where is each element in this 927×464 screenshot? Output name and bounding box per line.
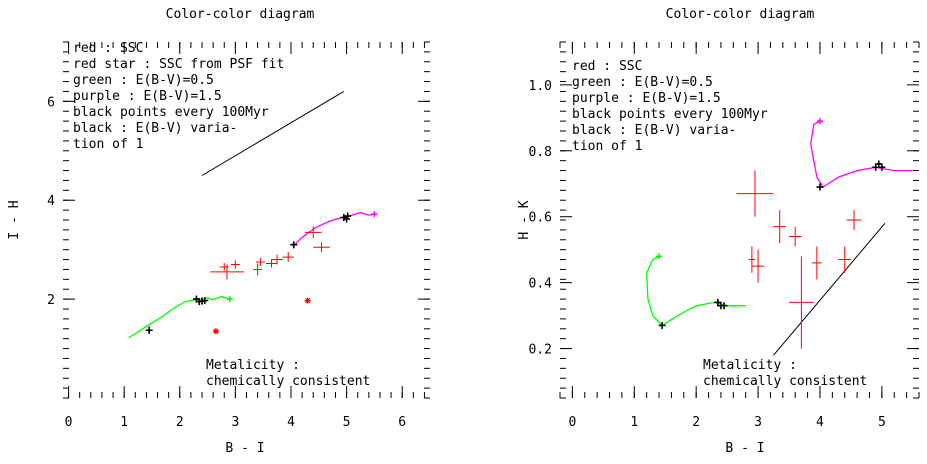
- x-tick-label: 2: [176, 415, 184, 430]
- ssc-point: [751, 249, 765, 283]
- ssc-point: [313, 242, 330, 253]
- green-track-line: [128, 295, 230, 339]
- ssc-point: [811, 246, 822, 280]
- ssc-point: [846, 210, 862, 230]
- x-tick-label: 4: [287, 415, 295, 430]
- chart-1: Color-color diagram 0 1 2 3 4 5 6 2 4 6 B - I I - H r…: [7, 7, 430, 456]
- x-tick-label: 5: [343, 415, 351, 430]
- legend-line: red star : SSC from PSF fit: [73, 57, 284, 72]
- x-tick-label: 2: [692, 415, 700, 430]
- metalicity-annotation: Metalicity :: [206, 358, 300, 373]
- ssc-point: [219, 263, 229, 271]
- y-axis-label: H - K: [517, 200, 532, 239]
- age-point: [658, 321, 666, 329]
- x-tick-label: 0: [568, 415, 576, 430]
- ssc-point: [789, 226, 802, 247]
- x-tick-label: 6: [398, 415, 406, 430]
- green-track-end: [226, 296, 233, 303]
- purple-track-line: [810, 120, 913, 188]
- age-point: [290, 241, 298, 249]
- ssc-point: [255, 258, 265, 266]
- metalicity-annotation: chemically consistent: [703, 374, 867, 389]
- ssc-point: [282, 252, 294, 263]
- y-tick-label: 1.0: [529, 79, 552, 94]
- metalicity-annotation: Metalicity :: [703, 358, 797, 373]
- purple-track-end: [371, 211, 378, 218]
- y-tick-label: 6: [47, 95, 55, 110]
- age-point: [145, 326, 153, 334]
- ssc-point: [773, 210, 786, 244]
- ssc-point: [789, 256, 814, 349]
- legend-line: black : E(B-V) varia-: [73, 121, 237, 136]
- y-axis-label: I - H: [7, 200, 22, 239]
- x-axis-label: B - I: [225, 441, 264, 456]
- reddening-vector-line: [201, 91, 345, 176]
- legend-line: red : SSC: [572, 59, 642, 74]
- legend-line: green : E(B-V)=0.5: [572, 75, 713, 90]
- chart-title: Color-color diagram: [666, 7, 815, 22]
- x-tick-label: 1: [120, 415, 128, 430]
- y-tick-label: 0.6: [529, 211, 552, 226]
- ssc-point: [265, 259, 278, 268]
- age-point: [816, 183, 824, 191]
- legend-line: black points every 100Myr: [73, 105, 269, 120]
- green-track-line: [646, 255, 746, 327]
- legend-line: tion of 1: [572, 139, 642, 154]
- y-tick-label: 0.8: [529, 145, 552, 160]
- y-tick-label: 0.2: [529, 343, 552, 358]
- chart-2: Color-color diagram 0 1 2 3 4 5 0.2 0.4 0.6 0.8 1.0…: [517, 7, 920, 456]
- legend-line: purple : E(B-V)=1.5: [572, 91, 721, 106]
- ssc-psf-star: [304, 297, 311, 304]
- legend-line: green : E(B-V)=0.5: [73, 73, 214, 88]
- metalicity-annotation: chemically consistent: [206, 374, 370, 389]
- x-tick-label: 0: [65, 415, 73, 430]
- ssc-point: [253, 263, 263, 276]
- x-axis-label: B - I: [725, 441, 764, 456]
- purple-track-end: [816, 118, 823, 125]
- ssc-point: [271, 254, 283, 265]
- x-tick-label: 3: [754, 415, 762, 430]
- legend-line: tion of 1: [73, 137, 143, 152]
- green-track-end: [656, 253, 663, 260]
- age-point: [878, 163, 886, 171]
- purple-track-line: [293, 211, 375, 247]
- age-point: [720, 302, 728, 310]
- legend-line: black points every 100Myr: [572, 107, 768, 122]
- x-tick-label: 3: [231, 415, 239, 430]
- ssc-point: [230, 260, 240, 269]
- ssc-point: [736, 170, 774, 217]
- y-tick-label: 0.4: [529, 277, 553, 292]
- age-point: [201, 297, 209, 305]
- legend-line: black : E(B-V) varia-: [572, 123, 736, 138]
- age-point: [344, 212, 352, 220]
- ssc-point: [838, 246, 851, 273]
- reddening-vector-line: [773, 222, 886, 356]
- ssc-psf-star: [212, 328, 219, 335]
- ssc-point: [748, 246, 755, 273]
- chart-title: Color-color diagram: [166, 7, 315, 22]
- legend-line: red : SSC: [73, 41, 143, 56]
- x-tick-label: 1: [630, 415, 638, 430]
- y-tick-label: 2: [47, 293, 55, 308]
- x-tick-label: 5: [878, 415, 886, 430]
- legend-line: purple : E(B-V)=1.5: [73, 89, 222, 104]
- x-tick-label: 4: [816, 415, 824, 430]
- y-tick-label: 4: [47, 194, 55, 209]
- ssc-point: [304, 226, 322, 239]
